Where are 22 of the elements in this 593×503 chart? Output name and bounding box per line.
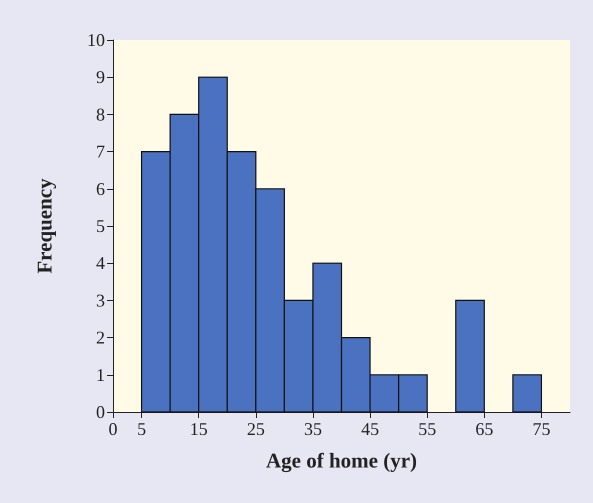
y-tick-label: 10 bbox=[87, 30, 105, 50]
x-tick-label: 35 bbox=[304, 419, 322, 439]
x-tick-label: 0 bbox=[108, 419, 118, 439]
x-axis-title: Age of home (yr) bbox=[266, 448, 418, 472]
x-tick-label: 55 bbox=[418, 419, 436, 439]
y-tick-label: 6 bbox=[96, 178, 105, 199]
y-tick-label: 4 bbox=[96, 253, 105, 274]
x-tick-label: 15 bbox=[190, 419, 208, 439]
x-tick-label: 75 bbox=[532, 419, 550, 439]
x-tick-label: 45 bbox=[361, 419, 380, 439]
x-tick-label: 25 bbox=[246, 419, 265, 439]
y-tick-label: 3 bbox=[96, 290, 105, 310]
x-tick-label: 65 bbox=[475, 419, 494, 439]
y-tick-label: 5 bbox=[96, 216, 105, 236]
y-tick-label: 0 bbox=[96, 402, 105, 422]
y-tick-label: 2 bbox=[96, 328, 105, 348]
y-axis-title: Frequency bbox=[32, 178, 56, 274]
y-tick-label: 7 bbox=[96, 142, 105, 162]
y-tick-label: 8 bbox=[96, 104, 105, 124]
x-tick-label: 5 bbox=[137, 419, 146, 439]
y-tick-label: 9 bbox=[96, 67, 105, 88]
y-tick-label: 1 bbox=[96, 364, 105, 385]
